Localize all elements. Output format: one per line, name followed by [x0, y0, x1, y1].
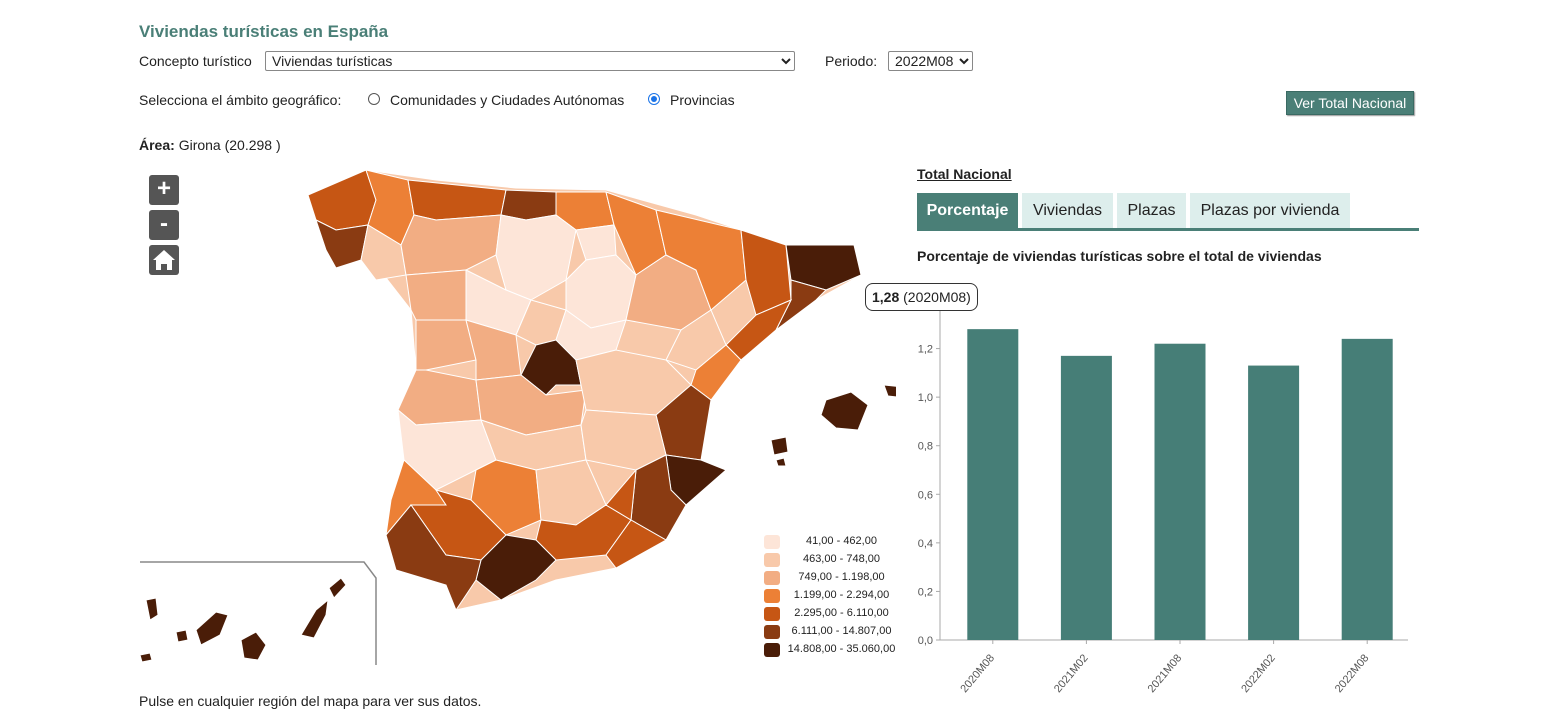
area-info: Área: Girona (20.298 ): [139, 137, 281, 153]
bar[interactable]: [1060, 355, 1112, 640]
y-tick-label: 0,6: [918, 489, 933, 501]
tab-plazas-por-vivienda[interactable]: Plazas por vivienda: [1190, 193, 1350, 228]
legend-swatch: [764, 643, 780, 657]
legend-swatch: [764, 589, 780, 603]
region-la-gomera[interactable]: [175, 629, 189, 643]
legend-row: 14.808,00 - 35.060,00: [764, 641, 904, 659]
radio-provincias[interactable]: [648, 93, 660, 105]
x-tick-label: 2021M08: [1146, 652, 1185, 695]
region-salamanca[interactable]: [415, 319, 477, 371]
legend-swatch: [764, 535, 780, 549]
region-tenerife[interactable]: [195, 611, 229, 646]
region-zamora[interactable]: [405, 269, 467, 321]
tab-porcentaje[interactable]: Porcentaje: [917, 193, 1018, 228]
region-tarragona[interactable]: [725, 299, 793, 361]
legend-swatch: [764, 607, 780, 621]
radio-ccaa-label[interactable]: Comunidades y Ciudades Autónomas: [390, 92, 625, 108]
region-formentera[interactable]: [775, 457, 787, 467]
region-malaga[interactable]: [475, 534, 557, 601]
region-fuerteventura[interactable]: [300, 598, 329, 639]
legend-swatch: [764, 553, 780, 567]
region-mallorca[interactable]: [820, 391, 869, 431]
legend-range: 749,00 - 1.198,00: [798, 571, 885, 583]
x-tick-label: 2020M08: [958, 652, 997, 695]
legend-row: 463,00 - 748,00: [764, 551, 904, 569]
legend-range: 14.808,00 - 35.060,00: [787, 643, 896, 655]
tooltip-period: (2020M08): [903, 289, 971, 305]
home-icon: [153, 250, 175, 270]
radio-provincias-label[interactable]: Provincias: [670, 92, 735, 108]
legend-row: 2.295,00 - 6.110,00: [764, 605, 904, 623]
bar[interactable]: [1341, 338, 1393, 640]
region-caceres[interactable]: [397, 369, 482, 426]
tab-plazas[interactable]: Plazas: [1117, 193, 1186, 228]
region-menorca[interactable]: [883, 384, 896, 398]
chart-title: Porcentaje de viviendas turísticas sobre…: [917, 248, 1322, 264]
legend-row: 6.111,00 - 14.807,00: [764, 623, 904, 641]
area-value: Girona (20.298 ): [178, 137, 281, 153]
map-legend: 41,00 - 462,00 463,00 - 748,00 749,00 - 1.…: [764, 533, 904, 659]
total-nacional-link[interactable]: Total Nacional: [917, 166, 1012, 182]
spain-map[interactable]: [136, 160, 896, 665]
zoom-out-button[interactable]: -: [149, 210, 179, 240]
legend-row: 41,00 - 462,00: [764, 533, 904, 551]
chart-tooltip: 1,28 (2020M08): [865, 283, 978, 311]
zoom-in-button[interactable]: +: [149, 175, 179, 205]
page-title: Viviendas turísticas en España: [139, 22, 389, 41]
region-ibiza[interactable]: [770, 436, 789, 456]
legend-row: 749,00 - 1.198,00: [764, 569, 904, 587]
tooltip-value: 1,28: [872, 289, 900, 305]
legend-range: 6.111,00 - 14.807,00: [791, 625, 892, 637]
region-cantabria[interactable]: [500, 189, 557, 221]
y-tick-label: 1,2: [918, 344, 933, 356]
region-la-palma[interactable]: [145, 597, 159, 621]
y-tick-label: 0,4: [918, 538, 933, 550]
region-gran-canaria[interactable]: [240, 631, 267, 661]
concepto-label: Concepto turístico: [139, 53, 252, 69]
x-tick-label: 2021M02: [1052, 652, 1091, 695]
y-tick-label: 0,0: [918, 635, 933, 647]
legend-swatch: [764, 571, 780, 585]
concepto-select[interactable]: Viviendas turísticas: [265, 51, 795, 71]
y-tick-label: 0,8: [918, 441, 933, 453]
bar-chart: 0,0 0,2 0,4 0,6 0,8 1,0 1,2 2020M08 2021M02 2021M…: [918, 295, 1408, 695]
bar[interactable]: [1248, 365, 1300, 640]
x-tick-label: 2022M08: [1333, 652, 1372, 695]
legend-range: 463,00 - 748,00: [802, 553, 881, 565]
region-barcelona[interactable]: [775, 279, 827, 331]
legend-range: 1.199,00 - 2.294,00: [793, 589, 890, 601]
region-girona[interactable]: [785, 244, 862, 291]
bar[interactable]: [967, 329, 1019, 640]
periodo-select[interactable]: 2022M08: [888, 51, 973, 71]
ambito-label: Selecciona el ámbito geográfico:: [139, 92, 342, 108]
legend-swatch: [764, 625, 780, 639]
region-cadiz[interactable]: [385, 504, 482, 612]
legend-range: 41,00 - 462,00: [806, 535, 877, 547]
region-lanzarote[interactable]: [328, 577, 347, 599]
bar[interactable]: [1154, 343, 1206, 640]
tab-underline: [917, 228, 1419, 231]
map-hint: Pulse en cualquier región del mapa para …: [139, 693, 482, 709]
area-label: Área:: [139, 137, 175, 153]
legend-range: 2.295,00 - 6.110,00: [794, 607, 889, 619]
home-button[interactable]: [149, 245, 179, 275]
radio-ccaa[interactable]: [368, 93, 380, 105]
y-tick-label: 1,0: [918, 392, 933, 404]
ver-total-nacional-button[interactable]: Ver Total Nacional: [1286, 91, 1414, 115]
periodo-label: Periodo:: [825, 53, 878, 69]
legend-row: 1.199,00 - 2.294,00: [764, 587, 904, 605]
tab-viviendas[interactable]: Viviendas: [1022, 193, 1113, 228]
x-tick-label: 2022M02: [1239, 652, 1278, 695]
region-almeria[interactable]: [605, 468, 668, 569]
y-tick-label: 0,2: [918, 586, 933, 598]
region-el-hierro[interactable]: [139, 652, 153, 663]
canarias-frame: [140, 561, 377, 665]
